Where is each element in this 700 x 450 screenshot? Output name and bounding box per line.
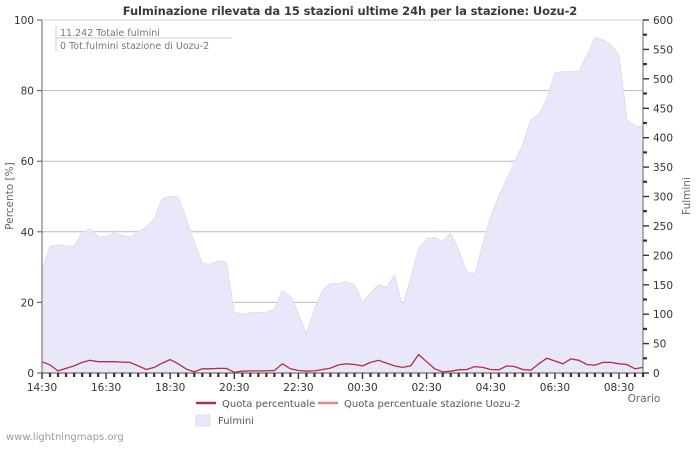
svg-text:300: 300 xyxy=(653,192,673,204)
fulmini-area xyxy=(41,36,644,374)
svg-text:150: 150 xyxy=(653,280,673,292)
svg-text:00:30: 00:30 xyxy=(347,382,377,394)
footer-url[interactable]: www.lightningmaps.org xyxy=(6,432,124,443)
svg-text:100: 100 xyxy=(14,15,34,27)
svg-text:06:30: 06:30 xyxy=(540,382,570,394)
svg-text:08:30: 08:30 xyxy=(604,382,634,394)
legend-label-fulmini[interactable]: Fulmini xyxy=(218,416,254,427)
y-axis-right-ticks: 0 50 100 150 200 250 300 350 400 450 500 550 600 xyxy=(643,15,673,380)
svg-text:20: 20 xyxy=(21,297,34,309)
svg-text:02:30: 02:30 xyxy=(411,382,441,394)
svg-text:40: 40 xyxy=(21,227,34,239)
svg-text:18:30: 18:30 xyxy=(155,382,185,394)
svg-text:20:30: 20:30 xyxy=(219,382,249,394)
svg-text:50: 50 xyxy=(653,339,666,351)
annotation-block: 11.242 Totale fulmini 0 Tot.fulmini staz… xyxy=(55,26,232,52)
legend-swatch-fulmini xyxy=(195,414,211,427)
svg-text:22:30: 22:30 xyxy=(283,382,313,394)
x-axis-ticks: 14:30 16:30 18:30 20:30 22:30 00:30 02:30 04:30… xyxy=(27,373,645,394)
y-axis-left-ticks: 0 20 40 60 80 100 xyxy=(14,15,42,380)
legend-label-quota-station[interactable]: Quota percentuale stazione Uozu-2 xyxy=(344,399,521,410)
x-axis-title: Orario xyxy=(628,393,661,405)
y-axis-right-title: Fulmini xyxy=(681,177,693,215)
svg-text:600: 600 xyxy=(653,15,673,27)
annotation-station-total: 0 Tot.fulmini stazione di Uozu-2 xyxy=(60,41,209,52)
svg-text:04:30: 04:30 xyxy=(476,382,506,394)
svg-text:14:30: 14:30 xyxy=(27,382,57,394)
svg-text:550: 550 xyxy=(653,44,673,56)
svg-text:16:30: 16:30 xyxy=(91,382,121,394)
annotation-total: 11.242 Totale fulmini xyxy=(60,28,160,39)
svg-text:0: 0 xyxy=(653,368,660,380)
legend-label-quota[interactable]: Quota percentuale xyxy=(222,399,315,410)
svg-text:350: 350 xyxy=(653,162,673,174)
svg-text:80: 80 xyxy=(21,86,34,98)
svg-text:250: 250 xyxy=(653,221,673,233)
svg-text:450: 450 xyxy=(653,103,673,115)
svg-text:60: 60 xyxy=(21,156,34,168)
svg-text:400: 400 xyxy=(653,133,673,145)
quota-percentuale-line xyxy=(41,353,644,373)
page-title: Fulminazione rilevata da 15 stazioni ult… xyxy=(122,4,578,18)
y-axis-left-title: Percento [%] xyxy=(4,162,16,229)
svg-text:200: 200 xyxy=(653,250,673,262)
svg-text:500: 500 xyxy=(653,74,673,86)
chart-legend: Quota percentuale Quota percentuale staz… xyxy=(195,399,521,427)
svg-text:100: 100 xyxy=(653,309,673,321)
svg-text:0: 0 xyxy=(27,368,34,380)
